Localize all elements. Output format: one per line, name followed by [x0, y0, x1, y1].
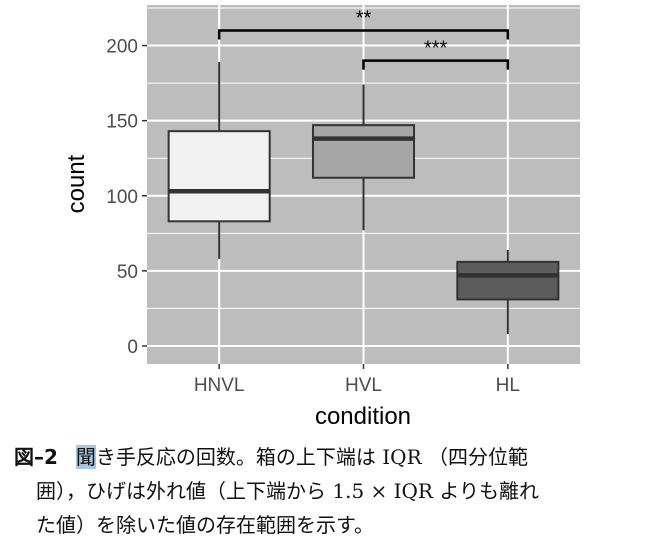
significance-bracket: **	[217, 8, 510, 40]
x-tick-label: HNVL	[194, 375, 245, 396]
bracket-line	[217, 29, 510, 40]
significance-label: **	[356, 8, 372, 30]
boxes	[167, 62, 560, 334]
x-axis-title: condition	[315, 403, 411, 430]
caption-line-2: 囲），ひげは外れ値（上下端から 1.5 × IQR よりも離れ	[36, 479, 539, 503]
y-tick-label: 200	[106, 37, 138, 58]
significance-brackets: *****	[217, 8, 510, 70]
box-iqr	[311, 124, 416, 179]
x-tick-label: HVL	[345, 375, 382, 396]
box-hl	[456, 249, 560, 334]
figure-number: 図–2	[14, 445, 58, 469]
significance-bracket: ***	[362, 38, 510, 70]
y-tick-label: 100	[106, 187, 138, 208]
figure-caption: 図–2 聞き手反応の回数。箱の上下端は IQR （四分位範 囲），ひげは外れ値（上…	[14, 440, 644, 542]
caption-line-1: き手反応の回数。箱の上下端は IQR （四分位範	[95, 445, 528, 469]
y-axis: 0 50 100 150 200	[106, 37, 147, 358]
highlighted-character: 聞	[75, 445, 96, 469]
x-tick-label: HL	[496, 375, 520, 396]
x-axis: HNVL HVL HL	[194, 364, 520, 396]
box-hnvl	[167, 62, 271, 259]
box-iqr	[456, 260, 560, 301]
y-tick-label: 50	[117, 262, 138, 283]
y-tick-label: 150	[106, 112, 138, 133]
caption-line-3: た値）を除いた値の存在範囲を示す。	[36, 513, 374, 537]
y-tick-label: 0	[127, 337, 138, 358]
box-iqr	[167, 130, 271, 223]
box-hvl	[311, 84, 416, 231]
significance-label: ***	[424, 38, 448, 60]
y-axis-title: count	[63, 154, 90, 213]
bracket-line	[362, 59, 510, 70]
